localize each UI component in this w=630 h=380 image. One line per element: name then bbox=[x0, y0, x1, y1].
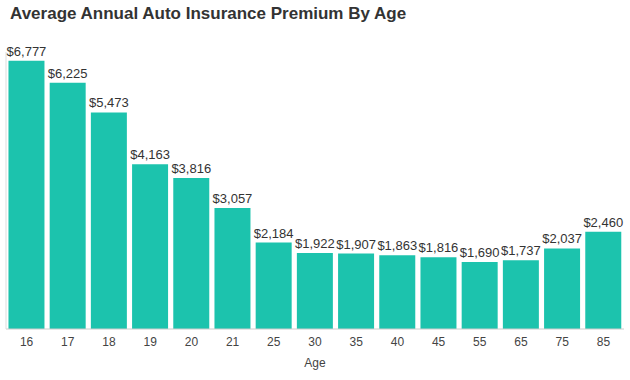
svg-text:$1,907: $1,907 bbox=[336, 237, 376, 252]
svg-text:$5,473: $5,473 bbox=[89, 95, 129, 110]
svg-text:40: 40 bbox=[391, 335, 405, 349]
svg-text:55: 55 bbox=[473, 335, 487, 349]
svg-text:$4,163: $4,163 bbox=[130, 147, 170, 162]
svg-text:$1,922: $1,922 bbox=[295, 236, 335, 251]
svg-text:30: 30 bbox=[308, 335, 322, 349]
svg-text:$3,816: $3,816 bbox=[171, 161, 211, 176]
svg-text:$1,816: $1,816 bbox=[419, 240, 459, 255]
svg-text:20: 20 bbox=[185, 335, 199, 349]
svg-text:85: 85 bbox=[597, 335, 611, 349]
svg-text:16: 16 bbox=[20, 335, 34, 349]
svg-text:18: 18 bbox=[102, 335, 116, 349]
svg-text:45: 45 bbox=[432, 335, 446, 349]
svg-text:35: 35 bbox=[350, 335, 364, 349]
svg-text:$1,863: $1,863 bbox=[377, 238, 417, 253]
svg-text:$3,057: $3,057 bbox=[213, 191, 253, 206]
svg-text:25: 25 bbox=[267, 335, 281, 349]
svg-text:75: 75 bbox=[556, 335, 570, 349]
svg-text:Age: Age bbox=[304, 356, 326, 370]
svg-text:$2,184: $2,184 bbox=[254, 226, 294, 241]
svg-text:19: 19 bbox=[144, 335, 158, 349]
svg-text:21: 21 bbox=[226, 335, 240, 349]
svg-text:65: 65 bbox=[514, 335, 528, 349]
svg-text:$2,037: $2,037 bbox=[542, 231, 582, 246]
svg-text:17: 17 bbox=[61, 335, 75, 349]
svg-text:$6,777: $6,777 bbox=[8, 44, 46, 59]
svg-text:$1,737: $1,737 bbox=[501, 243, 541, 258]
svg-text:$6,225: $6,225 bbox=[48, 66, 88, 81]
svg-text:$1,690: $1,690 bbox=[460, 245, 500, 260]
html-text:Average Annual Auto Insurance: Average Annual Auto Insurance Premium By… bbox=[10, 4, 407, 23]
svg-text:$2,460: $2,460 bbox=[583, 215, 622, 230]
